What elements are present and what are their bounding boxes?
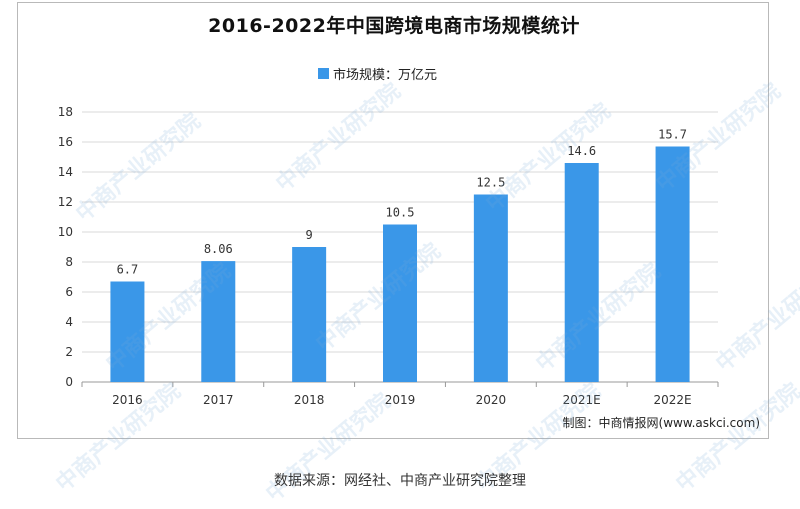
bars (110, 146, 690, 382)
bar (473, 194, 508, 382)
data-label: 8.06 (204, 242, 233, 256)
legend-label: 市场规模：万亿元 (333, 67, 438, 83)
chart-legend: 市场规模：万亿元 (318, 63, 437, 83)
data-label: 9 (306, 228, 313, 242)
y-tick-label: 6 (65, 285, 73, 299)
labels: 0 2 4 6 8 10 12 14 16 18 6.7 2016 8.06 2017 9 2018 10.5 2… (58, 105, 692, 407)
x-tick-label: 2019 (385, 393, 416, 407)
y-tick-label: 8 (65, 255, 73, 269)
bar (110, 281, 145, 382)
bar (201, 261, 236, 382)
x-tick-label: 2022E (654, 393, 692, 407)
data-label: 10.5 (386, 206, 415, 220)
x-tick-label: 2021E (563, 393, 601, 407)
bar (655, 146, 690, 382)
chart-credit: 制图：中商情报网(www.askci.com) (562, 416, 760, 430)
x-tick-label: 2017 (203, 393, 234, 407)
legend-swatch (318, 67, 329, 79)
y-tick-label: 18 (58, 105, 73, 119)
y-tick-label: 10 (58, 225, 73, 239)
data-label: 12.5 (476, 176, 505, 190)
y-tick-label: 0 (65, 375, 73, 389)
data-label: 6.7 (117, 263, 139, 277)
y-tick-label: 16 (58, 135, 73, 149)
data-label: 15.7 (658, 128, 687, 142)
y-tick-label: 14 (58, 165, 73, 179)
data-label: 14.6 (567, 144, 596, 158)
x-tick-label: 2018 (294, 393, 325, 407)
chart-title: 2016-2022年中国跨境电商市场规模统计 (208, 15, 580, 37)
y-tick-label: 4 (65, 315, 73, 329)
y-tick-label: 2 (65, 345, 73, 359)
bar (564, 163, 599, 382)
data-source: 数据来源：网经社、中商产业研究院整理 (274, 473, 526, 489)
x-tick-label: 2016 (112, 393, 143, 407)
bar (383, 224, 417, 382)
bar (292, 247, 327, 382)
y-tick-label: 12 (58, 195, 73, 209)
x-tick-label: 2020 (476, 393, 507, 407)
